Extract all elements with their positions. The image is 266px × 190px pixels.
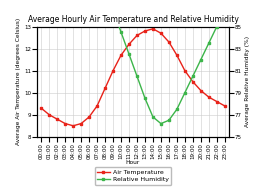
X-axis label: Hour: Hour — [126, 160, 140, 165]
Y-axis label: Average Air Temperature (degrees Celsius): Average Air Temperature (degrees Celsius… — [16, 18, 21, 145]
Legend: Air Temperature, Relative Humidity: Air Temperature, Relative Humidity — [95, 167, 171, 185]
Title: Average Hourly Air Temperature and Relative Humidity: Average Hourly Air Temperature and Relat… — [28, 15, 238, 25]
Y-axis label: Average Relative Humidity (%): Average Relative Humidity (%) — [245, 36, 250, 127]
